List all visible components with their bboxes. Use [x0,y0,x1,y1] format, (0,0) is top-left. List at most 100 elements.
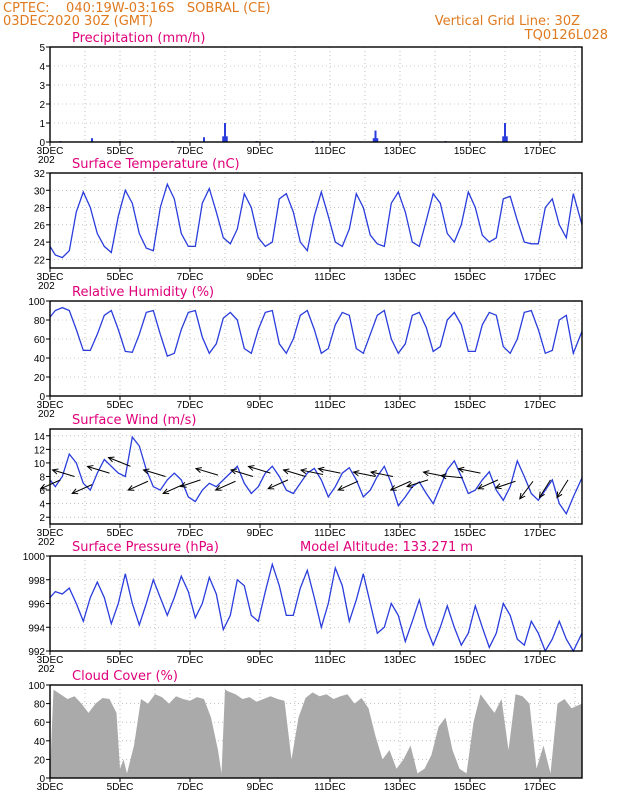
x-tick-label: 7DEC [177,655,204,666]
y-tick-label: 100 [28,297,45,308]
x-tick-label: 7DEC [177,400,204,411]
wind-arrow-head [127,485,135,491]
y-tick-label: 60 [34,718,46,729]
y-tick-label: 2 [39,513,45,524]
wind-arrow-shaft [195,468,219,476]
header-grid-line: Vertical Grid Line: 30Z [435,14,580,29]
wind-arrow [519,480,534,500]
x-tick-label: 13DEC [384,782,416,793]
y-tick-label: 994 [28,623,45,634]
x-tick-label: 13DEC [384,272,416,283]
wind-arrow-head [317,466,325,473]
wind-arrow-shaft [337,480,359,491]
x-tick-label: 15DEC [454,782,486,793]
wind-arrow-head [282,468,290,475]
x-tick-label: 5DEC [107,272,134,283]
wind-arrow-head [299,468,307,475]
y-tick-label: 0 [39,392,45,403]
panel-title-rh: Relative Humidity (%) [72,285,214,300]
wind-arrow [457,466,481,474]
figure-header: CPTEC: 040:19W-03:16S SOBRAL (CE) 03DEC2… [3,1,608,43]
x-tick-label: 3DEC [37,400,64,411]
precip-bar [372,138,375,142]
cloud-cover-area [50,689,582,778]
wind-arrow-head [556,491,563,499]
panel-wind: 2 4 6 8 10 12 14 3DEC 5DEC 7DEC 9DEC 11DEC 13DEC 15DE… [34,413,583,548]
x-tick-label: 11DEC [314,272,346,283]
wind-arrow-head [51,468,59,475]
x-tick-label: 15DEC [454,655,486,666]
header-run-time: 03DEC2020 30Z (GMT) [3,14,153,29]
x-tick-label: 9DEC [247,782,274,793]
x-tick-label: 15DEC [454,400,486,411]
wind-arrow-head [39,483,47,490]
wind-arrow [142,468,166,477]
x-tick-label: 13DEC [384,528,416,539]
x-tick-label: 9DEC [247,400,274,411]
x-tick-label: 11DEC [314,400,346,411]
x-tick-label: 15DEC [454,146,486,157]
x-year-stub: 202 [38,281,55,292]
y-tick-label: 80 [34,316,46,327]
x-tick-label: 17DEC [524,655,556,666]
wind-arrow-head [247,465,255,471]
x-tick-label: 17DEC [524,272,556,283]
wind-arrow-head [194,467,203,473]
y-tick-label: 12 [34,445,46,456]
model-altitude-label: Model Altitude: 133.271 m [300,540,473,555]
wind-arrow-head [179,481,187,488]
wind-arrow-shaft [539,479,551,498]
wind-arrow [352,470,376,477]
precip-bar [224,123,226,142]
x-tick-label: 15DEC [454,528,486,539]
x-tick-label: 17DEC [524,400,556,411]
wind-arrow-shaft [127,480,149,491]
wind-arrow [369,470,394,477]
x-tick-label: 3DEC [37,146,64,157]
wind-arrow-head [457,466,465,473]
wind-arrow [317,466,341,474]
wind-arrow-head [538,491,545,499]
pressure-series-line [49,561,583,653]
y-tick-label: 1000 [23,552,46,563]
panel-pressure: 992 994 996 998 1000 3DEC 5DEC 7DEC 9DEC 11DEC 13D… [23,540,583,675]
wind-arrow-head [229,468,238,475]
wind-arrow [389,480,411,491]
y-tick-label: 22 [34,255,46,266]
panel-precip: 0 1 2 3 4 5 3DEC 5DEC 7DEC 9DEC 11DEC 13DEC 15DEC 17D… [37,31,583,166]
wind-arrow [51,468,75,477]
x-year-stub: 202 [38,155,55,166]
y-tick-label: 4 [39,500,45,511]
wind-arrow-head [86,465,94,471]
x-tick-label: 17DEC [524,528,556,539]
x-tick-label: 13DEC [384,400,416,411]
wind-arrow [229,468,254,477]
wind-arrow-shaft [215,480,236,491]
header-model-id: TQ0126L028 [524,28,608,43]
panel-frame [49,300,583,397]
y-tick-label: 3 [39,81,45,92]
x-tick-label: 7DEC [177,146,204,157]
wind-arrow [127,480,149,491]
x-tick-label: 11DEC [314,782,346,793]
wind-arrow-shaft [108,457,131,467]
precip-bar [376,138,379,142]
header-location: CPTEC: 040:19W-03:16S SOBRAL (CE) [3,1,271,16]
rh-series-line [49,306,583,357]
wind-arrow-shaft [267,479,289,490]
panel-frame [49,428,583,525]
wind-arrow-shaft [52,469,75,477]
wind-arrow-head [337,485,345,491]
panel-temp: 22 24 26 28 30 32 3DEC 5DEC 7DEC 9DEC 11DEC 13DEC 15… [34,157,583,292]
precip-bar [502,136,505,142]
wind-arrow-head [267,483,275,490]
wind-arrow-shaft [390,480,411,491]
wind-arrow [538,479,551,499]
wind-arrow-shaft [300,469,324,475]
x-tick-label: 9DEC [247,146,274,157]
wind-arrow [556,479,569,499]
wind-arrow [194,467,219,476]
x-tick-label: 3DEC [37,272,64,283]
wind-arrow-shaft [180,479,201,487]
